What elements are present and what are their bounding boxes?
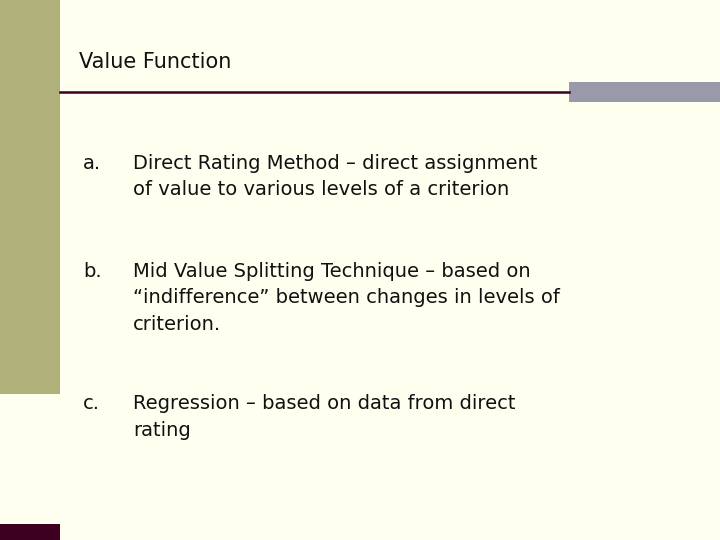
Bar xyxy=(0,524,60,540)
Text: c.: c. xyxy=(83,394,100,413)
Text: Mid Value Splitting Technique – based on
“indifference” between changes in level: Mid Value Splitting Technique – based on… xyxy=(133,262,560,334)
Text: Direct Rating Method – direct assignment
of value to various levels of a criteri: Direct Rating Method – direct assignment… xyxy=(133,154,538,199)
Text: b.: b. xyxy=(83,262,102,281)
Text: a.: a. xyxy=(83,154,101,173)
Text: Value Function: Value Function xyxy=(79,52,232,72)
Bar xyxy=(569,82,720,102)
Text: Regression – based on data from direct
rating: Regression – based on data from direct r… xyxy=(133,394,516,440)
Bar xyxy=(0,0,60,394)
